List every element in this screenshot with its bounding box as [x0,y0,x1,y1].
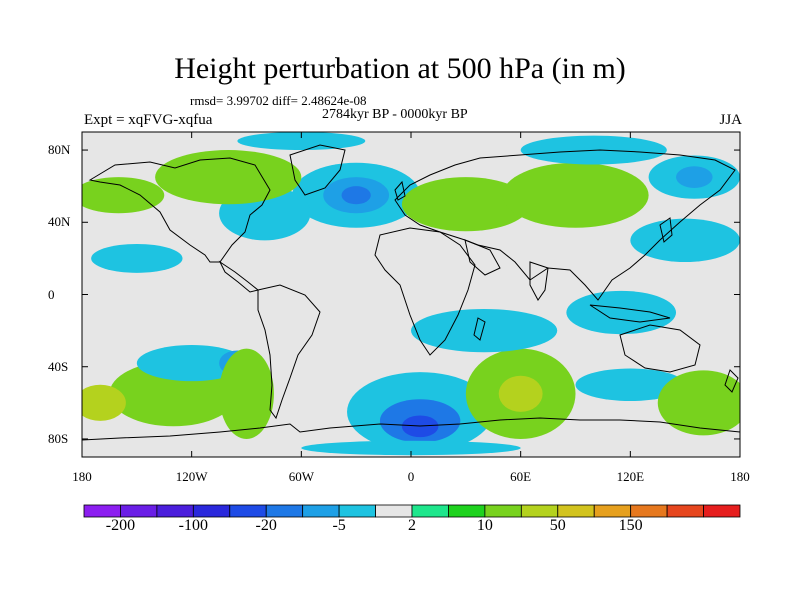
field-region [301,440,521,456]
lat-label: 0 [48,286,55,302]
colorbar-box [192,504,231,518]
colorbar-box [120,504,158,518]
coast-arabia [464,239,501,276]
colorbar-box [229,504,267,518]
colorbar-label: 150 [618,517,643,534]
colorbar-box [484,504,522,518]
coast-greenland [289,144,346,196]
colorbar-box [520,504,559,518]
coast-south-america [257,284,321,420]
coast-australia [619,324,701,373]
field-region [155,150,302,205]
coast-uk [394,180,406,201]
lat-label: 80N [48,142,71,158]
coast-north-america [88,157,271,263]
colorbar-label: -200 [105,517,136,534]
colorbar-label: -100 [178,517,208,534]
coast-central-america [218,260,260,293]
colorbar-box [302,504,340,518]
coast-japan [659,217,673,243]
colorbar-label: 2 [408,517,416,534]
field-region [401,177,530,232]
colorbar-box [265,504,304,518]
field-region [566,290,677,335]
field-region [136,345,247,382]
colorbar-box [411,504,449,518]
colorbar-box [83,504,121,518]
lon-label: 60W [288,469,314,484]
coast-eurasia [394,149,736,301]
field-region [411,308,558,353]
experiment-label: Expt = xqFVG-xqfua [84,112,213,128]
field-region [237,132,366,151]
lat-label: 80S [48,430,69,446]
field-region [676,166,713,188]
lon-label: 120W [175,469,208,484]
colorbar-label: 10 [476,517,493,534]
field-region [498,375,543,412]
lon-label: 0 [407,469,415,484]
coast-africa [374,227,476,356]
field-region [630,218,740,262]
field-region [82,384,126,421]
lon-label: 120E [616,469,645,484]
colorbar-box [338,504,376,518]
colorbar-label: -5 [332,517,346,534]
colorbar-box [593,504,632,518]
field-region [575,368,686,402]
colorbar [83,504,741,518]
lat-label: 40N [48,214,71,230]
coast-madagascar [473,317,486,341]
lon-label: 60E [510,469,532,484]
field-region [502,162,649,228]
field-region [657,370,740,436]
colorbar-box [448,504,486,518]
field-region [91,243,183,273]
lon-label: 180 [730,469,750,484]
colorbar-box [156,504,194,518]
axis-ticks [81,132,741,457]
lon-label: 180 [72,469,92,484]
coast-antarctica [82,417,740,441]
colorbar-label: 50 [549,517,566,534]
coast-indonesia [589,304,671,323]
field-contours [82,132,740,456]
colorbar-box [666,504,704,518]
field-region [219,348,274,439]
field-region [341,186,371,205]
coast-new-zealand [724,369,739,393]
stats-line: rmsd= 3.99702 diff= 2.48624e-08 [190,93,367,108]
coastlines [82,144,740,441]
field-region [82,177,165,214]
colorbar-box [703,504,741,518]
lat-label: 40S [48,358,69,374]
chart-title: Height perturbation at 500 hPa (in m) [174,52,626,85]
period-label: 2784kyr BP - 0000kyr BP [322,107,468,122]
colorbar-box [375,504,413,518]
coast-india [529,261,549,301]
colorbar-box [630,504,668,518]
season-label: JJA [719,112,742,128]
colorbar-box [557,504,595,518]
colorbar-label: -20 [255,517,277,534]
